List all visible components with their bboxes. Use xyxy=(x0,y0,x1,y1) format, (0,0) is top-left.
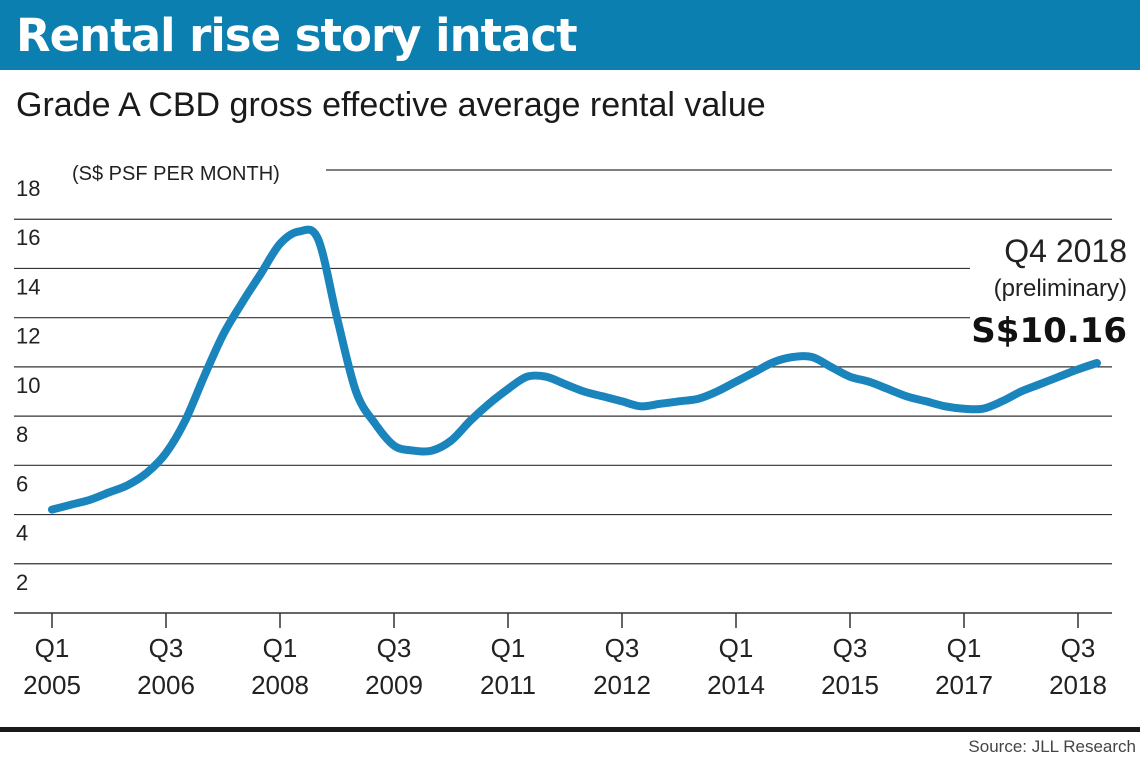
x-tick-quarter: Q1 xyxy=(263,633,298,663)
annotation-note: (preliminary) xyxy=(994,275,1127,302)
x-tick-year: 2017 xyxy=(935,670,993,700)
x-tick-quarter: Q3 xyxy=(149,633,184,663)
x-tick-year: 2006 xyxy=(137,670,195,700)
annotation-period: Q4 2018 xyxy=(1004,233,1127,269)
series-line-rental-value xyxy=(48,225,1101,514)
chart-title: Rental rise story intact xyxy=(16,9,578,62)
x-tick-quarter: Q3 xyxy=(1061,633,1096,663)
x-tick-year: 2014 xyxy=(707,670,765,700)
bottom-rule xyxy=(0,727,1140,732)
x-tick-quarter: Q1 xyxy=(719,633,754,663)
x-tick-quarter: Q3 xyxy=(377,633,412,663)
y-tick-label: 16 xyxy=(16,225,40,250)
x-tick-quarter: Q1 xyxy=(35,633,70,663)
annotation-value: S$10.16 xyxy=(971,311,1127,351)
x-tick-year: 2009 xyxy=(365,670,423,700)
x-tick-quarter: Q3 xyxy=(833,633,868,663)
x-tick-year: 2012 xyxy=(593,670,651,700)
x-tick-quarter: Q1 xyxy=(491,633,526,663)
y-tick-label: 6 xyxy=(16,471,28,496)
y-tick-label: 8 xyxy=(16,422,28,447)
y-tick-label: 10 xyxy=(16,373,40,398)
x-tick-year: 2015 xyxy=(821,670,879,700)
y-tick-label: 4 xyxy=(16,521,28,546)
y-tick-label: 14 xyxy=(16,274,40,299)
y-tick-label: 2 xyxy=(16,570,28,595)
x-tick-year: 2008 xyxy=(251,670,309,700)
x-tick-year: 2018 xyxy=(1049,670,1107,700)
x-tick-year: 2005 xyxy=(23,670,81,700)
y-tick-label: 12 xyxy=(16,324,40,349)
chart-subtitle: Grade A CBD gross effective average rent… xyxy=(16,86,766,124)
source-note: Source: JLL Research xyxy=(968,737,1136,756)
y-axis-label: (S$ PSF PER MONTH) xyxy=(72,163,280,185)
x-tick-year: 2011 xyxy=(480,670,536,700)
annotation-backdrop xyxy=(970,226,1130,353)
x-tick-quarter: Q3 xyxy=(605,633,640,663)
title-bar: Rental rise story intact xyxy=(0,0,1140,70)
y-tick-label: 18 xyxy=(16,176,40,201)
x-tick-quarter: Q1 xyxy=(947,633,982,663)
